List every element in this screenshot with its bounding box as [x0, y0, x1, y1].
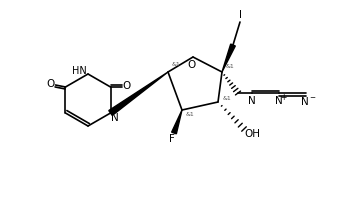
Text: O: O: [46, 79, 55, 89]
Text: &1: &1: [186, 112, 194, 117]
Text: +: +: [280, 92, 286, 102]
Text: N$^-$: N$^-$: [300, 95, 316, 107]
Text: OH: OH: [244, 129, 260, 139]
Text: &1: &1: [223, 97, 232, 102]
Polygon shape: [222, 44, 235, 72]
Text: &1: &1: [226, 64, 234, 68]
Text: F: F: [169, 134, 175, 144]
Text: &1: &1: [171, 62, 181, 68]
Text: HN: HN: [72, 66, 86, 76]
Text: N: N: [275, 96, 283, 106]
Text: I: I: [238, 10, 241, 20]
Polygon shape: [172, 110, 182, 134]
Text: N: N: [111, 113, 118, 123]
Text: O: O: [188, 60, 196, 70]
Polygon shape: [109, 72, 168, 115]
Text: N: N: [248, 96, 256, 106]
Text: O: O: [122, 81, 131, 91]
